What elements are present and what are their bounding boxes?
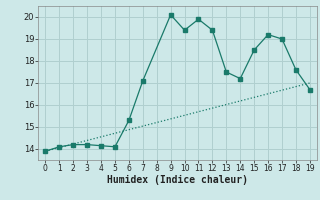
X-axis label: Humidex (Indice chaleur): Humidex (Indice chaleur) [107, 175, 248, 185]
